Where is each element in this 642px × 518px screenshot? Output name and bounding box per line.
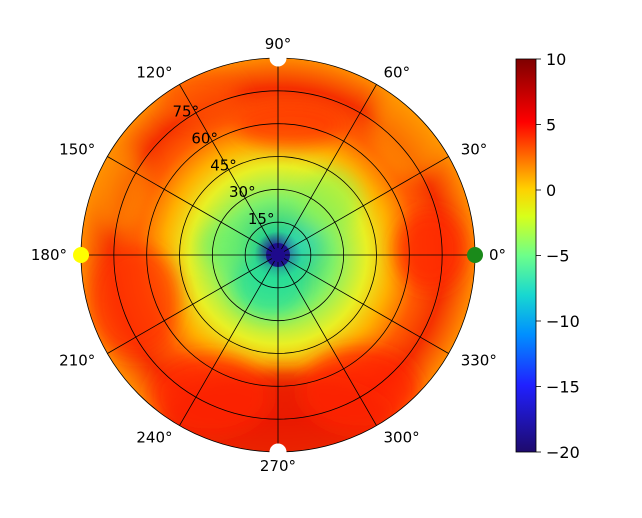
grid-spoke [179, 254, 279, 426]
angular-tick-labels: 0° 30° 60° 90° 120° 150° 180° 210° 240° 270° 300° 3… [31, 35, 506, 475]
radial-tick-label: 45° [210, 156, 237, 174]
grid-spoke [277, 254, 449, 354]
radial-tick-label: 75° [173, 103, 200, 121]
angular-tick-label: 90° [265, 35, 292, 53]
grid-spoke [107, 156, 279, 256]
angular-tick-label: 210° [59, 352, 95, 370]
grid-spoke [179, 84, 279, 256]
heatmap-field [81, 58, 475, 452]
heatmap-blobs [90, 70, 465, 452]
grid-spoke [107, 254, 279, 354]
angular-tick-label: 270° [260, 457, 296, 475]
angular-tick-label: 240° [136, 429, 172, 447]
radial-tick-label: 30° [229, 183, 256, 201]
grid-spoke [277, 156, 449, 256]
marker-point [467, 247, 483, 263]
colorbar-tick-label: −5 [546, 247, 570, 266]
marker-point [73, 247, 89, 263]
colorbar-tick-label: −20 [546, 443, 580, 462]
marker-point [269, 49, 287, 67]
angular-tick-label: 330° [461, 352, 497, 370]
colorbar-tick-label: 5 [546, 116, 556, 135]
radial-tick-labels: 15° 30° 45° 60° 75° [173, 103, 275, 229]
colorbar: 10 5 0 −5 −10 −15 −20 [515, 50, 580, 462]
angular-tick-label: 150° [59, 141, 95, 159]
colorbar-tick-label: 10 [546, 50, 566, 69]
angular-tick-label: 60° [384, 63, 411, 81]
grid-spoke [277, 84, 377, 256]
angular-tick-label: 0° [489, 246, 506, 264]
colorbar-tick-label: 0 [546, 181, 556, 200]
angular-tick-label: 120° [136, 63, 172, 81]
radial-tick-label: 60° [191, 129, 218, 147]
angular-tick-label: 300° [384, 429, 420, 447]
colorbar-gradient [515, 58, 537, 453]
angular-tick-label: 30° [461, 141, 488, 159]
angular-tick-label: 180° [31, 246, 67, 264]
colorbar-ticks: 10 5 0 −5 −10 −15 −20 [536, 50, 580, 462]
colorbar-tick-label: −10 [546, 312, 580, 331]
grid-spoke [277, 254, 377, 426]
colorbar-tick-label: −15 [546, 378, 580, 397]
marker-point [269, 443, 287, 461]
markers [73, 49, 483, 461]
radial-tick-label: 15° [248, 210, 275, 228]
marker-point [271, 248, 285, 262]
